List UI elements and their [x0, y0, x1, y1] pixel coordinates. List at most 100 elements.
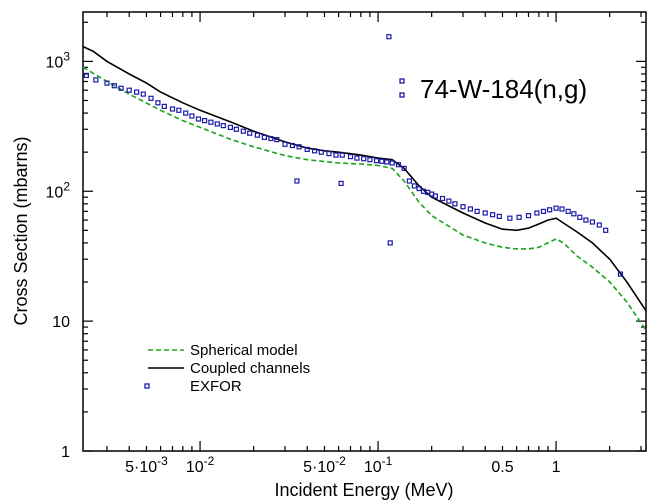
exfor-point — [474, 208, 480, 214]
exfor-point — [496, 213, 502, 219]
exfor-point — [446, 198, 452, 204]
exfor-point — [596, 222, 602, 228]
exfor-point — [202, 117, 208, 124]
exfor-point — [460, 204, 466, 210]
y-axis-label: Cross Section (mbarns) — [11, 136, 31, 325]
exfor-point — [387, 240, 393, 246]
series-layer — [83, 34, 646, 331]
exfor-point — [183, 110, 189, 116]
exfor-point — [176, 107, 182, 113]
exfor-point — [559, 206, 565, 212]
legend-swatch-exfor — [144, 383, 150, 389]
exfor-point — [339, 152, 345, 158]
exfor-point — [214, 121, 220, 127]
exfor-point — [83, 72, 90, 79]
exfor-point — [507, 215, 513, 221]
exfor-point — [289, 142, 295, 149]
minor-ticks — [83, 12, 646, 452]
exfor-point — [416, 185, 422, 192]
exfor-point — [384, 159, 390, 165]
series-spherical-line — [83, 66, 646, 331]
x-tick-label: 10-1 — [364, 454, 393, 476]
annotation: 74-W-184(n,g) — [399, 74, 587, 104]
exfor-point — [439, 195, 446, 202]
exfor-point — [93, 77, 99, 83]
exfor-point — [304, 146, 310, 152]
exfor-point — [169, 106, 176, 112]
exfor-point — [452, 201, 458, 207]
exfor-point — [534, 210, 540, 216]
exfor-point — [389, 160, 395, 166]
exfor-point — [361, 156, 367, 162]
exfor-point — [326, 151, 332, 157]
exfor-point — [565, 208, 571, 214]
exfor-point — [268, 135, 274, 142]
exfor-point — [516, 214, 522, 220]
exfor-point — [603, 227, 609, 233]
series-coupled-line — [83, 45, 646, 312]
legend-label-spherical: Spherical model — [190, 342, 298, 359]
y-tick-exponent: 2 — [63, 179, 70, 193]
exfor-point — [208, 119, 214, 125]
legend-label-coupled: Coupled channels — [190, 360, 310, 377]
exfor-point — [347, 154, 354, 160]
exfor-point — [411, 183, 417, 189]
x-axis-ticks: 5·10-3 10-2 5·10-2 10-1 0.5 1 — [125, 454, 561, 476]
x-tick-label: 10-2 — [186, 454, 215, 476]
exfor-point — [155, 100, 161, 106]
exfor-point — [274, 137, 280, 143]
exfor-point — [525, 213, 532, 219]
annotation-marker — [399, 78, 405, 84]
exfor-point — [318, 149, 324, 155]
exfor-point — [111, 83, 117, 89]
exfor-point — [571, 211, 577, 217]
legend-label-exfor: EXFOR — [190, 378, 242, 395]
exfor-point — [432, 193, 438, 199]
exfor-point — [220, 122, 226, 129]
exfor-point — [282, 141, 288, 147]
exfor-point — [261, 134, 267, 140]
x-tick-exponent: -2 — [204, 454, 215, 468]
exfor-point — [553, 205, 559, 211]
exfor-point — [296, 144, 302, 150]
exfor-point — [240, 128, 246, 134]
exfor-point — [490, 212, 496, 218]
annotation-label: 74-W-184(n,g) — [420, 74, 587, 104]
y-tick-label: 103 — [46, 49, 71, 71]
exfor-point — [401, 165, 407, 171]
exfor-point — [482, 210, 488, 216]
annotation-marker — [399, 92, 405, 98]
exfor-point — [294, 178, 300, 184]
x-tick-label: 1 — [552, 459, 561, 476]
x-tick-exponent: -3 — [157, 454, 168, 468]
exfor-point — [247, 130, 253, 136]
exfor-point — [577, 214, 583, 220]
exfor-point — [395, 162, 401, 168]
exfor-point — [104, 80, 110, 86]
x-tick-label: 5·10-3 — [125, 454, 168, 476]
y-tick-label: 1 — [61, 444, 70, 461]
exfor-point — [540, 208, 547, 214]
exfor-point — [134, 89, 140, 95]
exfor-point — [338, 180, 344, 186]
exfor-point — [386, 34, 392, 40]
exfor-point — [233, 126, 239, 132]
exfor-point — [140, 91, 146, 97]
exfor-point — [467, 206, 473, 212]
x-tick-exponent: -2 — [335, 454, 346, 468]
exfor-point — [189, 113, 195, 119]
x-tick-label: 0.5 — [491, 459, 513, 476]
exfor-point — [118, 85, 124, 91]
exfor-point — [589, 219, 596, 225]
exfor-point — [583, 217, 589, 223]
exfor-point — [312, 148, 318, 154]
y-axis-ticks: 1 10 102 103 — [46, 49, 71, 461]
plot-frame — [82, 11, 647, 452]
exfor-point — [254, 132, 260, 138]
x-axis-label: Incident Energy (MeV) — [274, 480, 453, 500]
exfor-point — [406, 178, 412, 184]
exfor-point — [617, 271, 624, 277]
exfor-point — [126, 87, 132, 93]
exfor-point — [148, 95, 154, 101]
